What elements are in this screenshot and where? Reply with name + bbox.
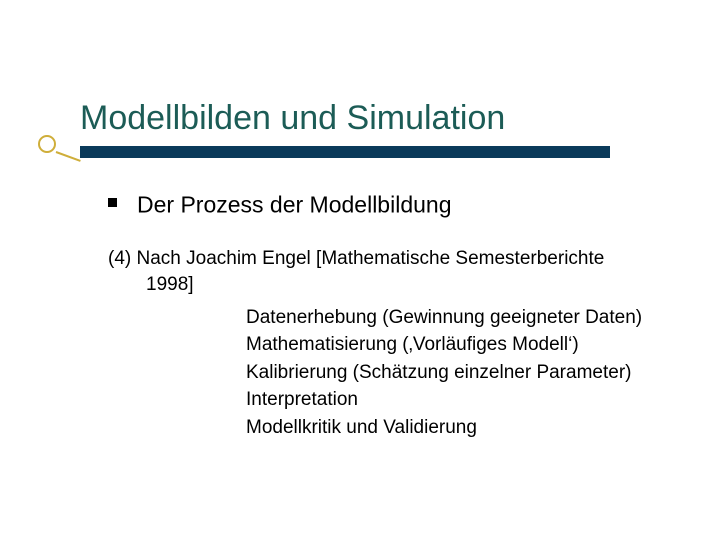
slide-title: Modellbilden und Simulation <box>80 100 505 137</box>
title-underline <box>80 146 610 158</box>
accent-circle-icon <box>38 135 56 153</box>
list-item: Mathematisierung (‚Vorläufiges Modell‘) <box>108 331 660 359</box>
slide: Modellbilden und Simulation Der Prozess … <box>0 0 720 540</box>
body-content: Der Prozess der Modellbildung (4) Nach J… <box>108 190 660 441</box>
title-block: Modellbilden und Simulation <box>80 100 505 137</box>
list-item: Datenerhebung (Gewinnung geeigneter Date… <box>108 304 660 332</box>
list-item: Interpretation <box>108 386 660 414</box>
reference-line-2: 1998] <box>108 272 660 298</box>
list-item: Kalibrierung (Schätzung einzelner Parame… <box>108 359 660 387</box>
list-item: Modellkritik und Validierung <box>108 414 660 442</box>
reference-block: (4) Nach Joachim Engel [Mathematische Se… <box>108 246 660 297</box>
reference-line-1: (4) Nach Joachim Engel [Mathematische Se… <box>108 246 660 272</box>
subtitle-line: Der Prozess der Modellbildung <box>108 190 660 218</box>
bullet-icon <box>108 198 117 207</box>
subtitle-text: Der Prozess der Modellbildung <box>137 191 452 217</box>
steps-list: Datenerhebung (Gewinnung geeigneter Date… <box>108 304 660 442</box>
